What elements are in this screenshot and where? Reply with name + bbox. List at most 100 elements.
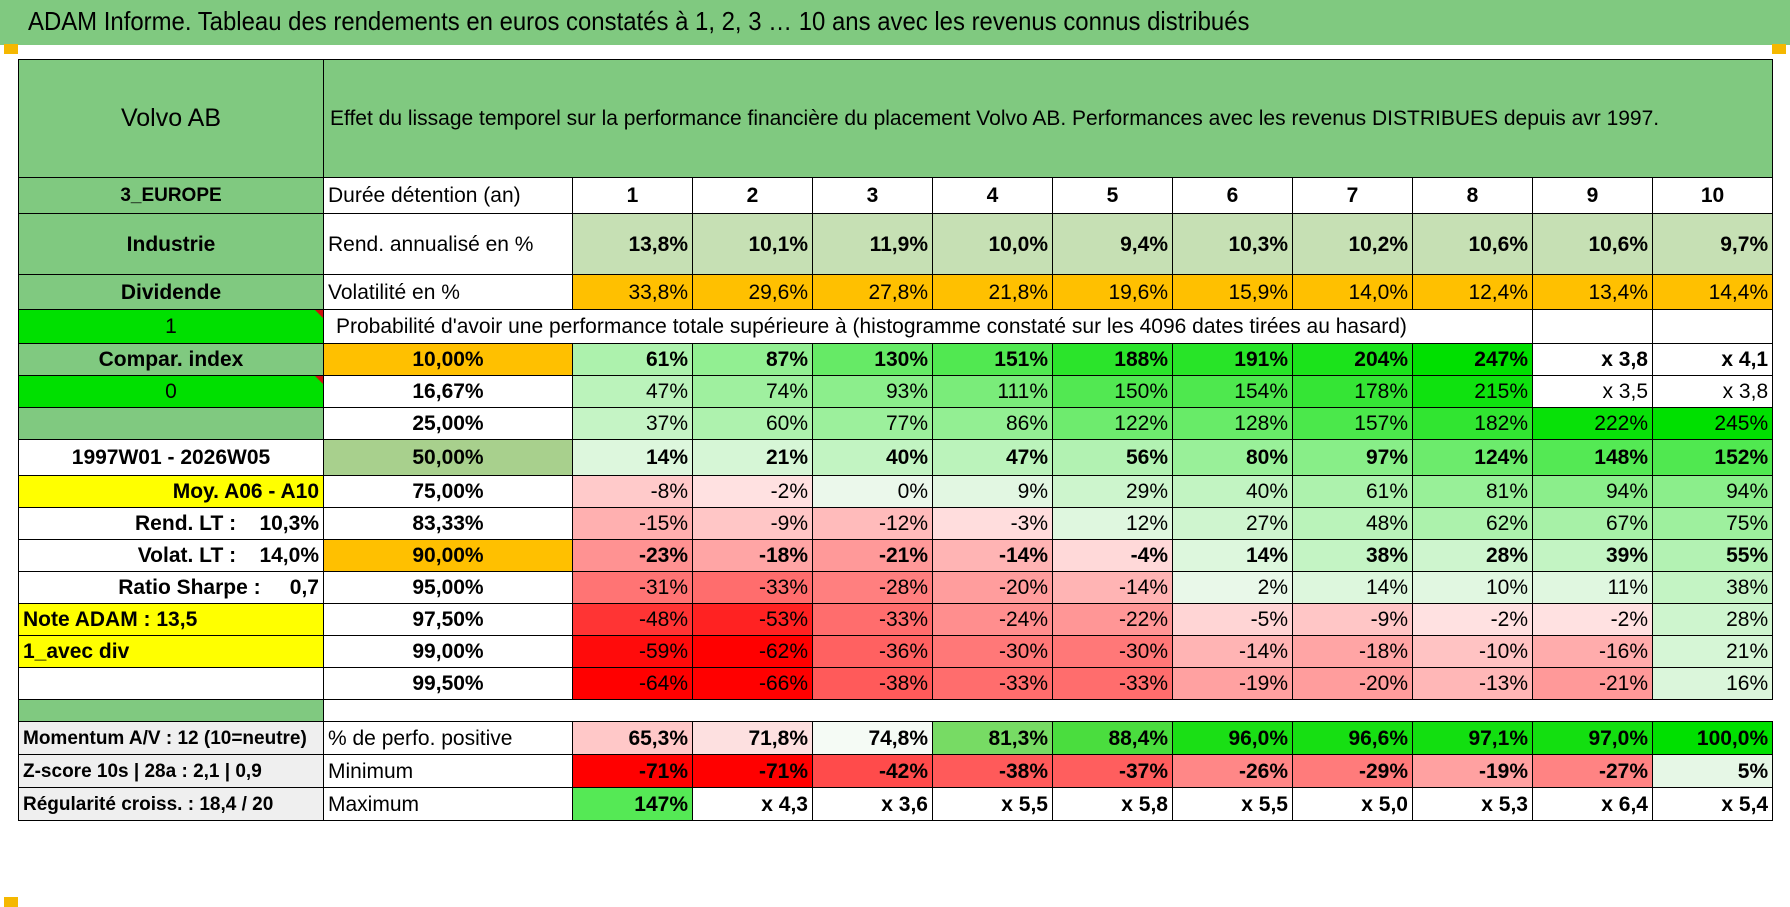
probability-threshold: 75,00% xyxy=(323,475,573,508)
volat-lt-label: Volat. LT : 14,0% xyxy=(18,539,324,572)
probability-threshold: 10,00% xyxy=(323,343,573,376)
rend-value: 9,7% xyxy=(1651,213,1774,275)
probability-row: 99,50% -64% -66% -38% -33% -33% -19% -20% -13% -2… xyxy=(18,667,1774,700)
stat-value: -37% xyxy=(1052,754,1173,788)
probability-value: 245% xyxy=(1651,407,1774,440)
rend-value: 10,6% xyxy=(1532,213,1653,275)
year-header: 2 xyxy=(692,177,813,214)
probability-value: 60% xyxy=(692,407,813,440)
rend-value: 10,3% xyxy=(1172,213,1293,275)
probability-value: 67% xyxy=(1532,507,1653,540)
probability-value: 14% xyxy=(1172,539,1293,572)
flag-one: 1 xyxy=(18,309,324,344)
year-header: 3 xyxy=(812,177,933,214)
probability-value: -31% xyxy=(572,571,693,604)
probability-value: 148% xyxy=(1532,439,1653,476)
stat-left-label: Régularité croiss. : 18,4 / 20 xyxy=(18,787,324,821)
probability-value: 28% xyxy=(1412,539,1533,572)
probability-value: -33% xyxy=(812,603,933,636)
sector-label: Industrie xyxy=(18,213,324,275)
stat-value: 88,4% xyxy=(1052,721,1173,755)
stat-value: x 5,3 xyxy=(1412,787,1533,821)
probability-value: 154% xyxy=(1172,375,1293,408)
probability-value: -33% xyxy=(692,571,813,604)
stat-value: 96,0% xyxy=(1172,721,1293,755)
probability-value: -53% xyxy=(692,603,813,636)
probability-value: -64% xyxy=(572,667,693,700)
probability-value: -14% xyxy=(1172,635,1293,668)
probability-value: 124% xyxy=(1412,439,1533,476)
probability-value: 152% xyxy=(1651,439,1774,476)
stat-value: -29% xyxy=(1292,754,1413,788)
probability-value: 14% xyxy=(572,439,693,476)
stat-value: x 4,3 xyxy=(692,787,813,821)
probability-value: 27% xyxy=(1172,507,1293,540)
probability-value: 178% xyxy=(1292,375,1413,408)
stat-row: Momentum A/V : 12 (10=neutre)% de perfo.… xyxy=(18,721,1774,755)
probability-value: 47% xyxy=(572,375,693,408)
probability-value: -20% xyxy=(932,571,1053,604)
probability-value: 150% xyxy=(1052,375,1173,408)
probability-value: -10% xyxy=(1412,635,1533,668)
stat-label: % de perfo. positive xyxy=(323,721,573,755)
probability-value: x 3,5 xyxy=(1532,375,1653,408)
probability-threshold: 16,67% xyxy=(323,375,573,408)
probability-value: 39% xyxy=(1532,539,1653,572)
rend-value: 10,1% xyxy=(692,213,813,275)
probability-value: x 4,1 xyxy=(1651,343,1774,376)
probability-value: 128% xyxy=(1172,407,1293,440)
empty-label xyxy=(18,407,324,440)
probability-value: 40% xyxy=(1172,475,1293,508)
probability-value: -21% xyxy=(812,539,933,572)
probability-value: 222% xyxy=(1532,407,1653,440)
stat-value: -38% xyxy=(932,754,1053,788)
flag-zero: 0 xyxy=(18,375,324,408)
probability-value: 93% xyxy=(812,375,933,408)
probability-value: 215% xyxy=(1412,375,1533,408)
probability-value: 188% xyxy=(1052,343,1173,376)
probability-value: -22% xyxy=(1052,603,1173,636)
stat-value: -71% xyxy=(692,754,813,788)
probability-value: x 3,8 xyxy=(1651,375,1774,408)
probability-row: Volat. LT : 14,0% 90,00% -23% -18% -21% -14% -… xyxy=(18,539,1774,572)
probability-value: -18% xyxy=(692,539,813,572)
vol-value: 14,0% xyxy=(1292,274,1413,310)
vol-value: 13,4% xyxy=(1532,274,1653,310)
probability-value: -2% xyxy=(1412,603,1533,636)
title-bar: ADAM Informe. Tableau des rendements en … xyxy=(0,0,1790,45)
stat-value: x 6,4 xyxy=(1532,787,1653,821)
year-header: 7 xyxy=(1292,177,1413,214)
probability-row: 25,00% 37% 60% 77% 86% 122% 128% 157% 182% 222% 24… xyxy=(18,407,1774,440)
probability-row: 1997W01 - 2026W05 50,00% 14% 21% 40% 47% 56% 80… xyxy=(18,439,1774,476)
probability-value: 37% xyxy=(572,407,693,440)
vol-value: 27,8% xyxy=(812,274,933,310)
stat-value: x 3,6 xyxy=(812,787,933,821)
empty-cell xyxy=(1651,309,1774,344)
probability-value: 157% xyxy=(1292,407,1413,440)
sharpe-label: Ratio Sharpe : 0,7 xyxy=(18,571,324,604)
stat-label: Minimum xyxy=(323,754,573,788)
probability-value: 12% xyxy=(1052,507,1173,540)
probability-value: 47% xyxy=(932,439,1053,476)
probability-row: Note ADAM : 13,5 97,50% -48% -53% -33% -24% -2… xyxy=(18,603,1774,636)
spacer-row xyxy=(18,699,1773,722)
stat-value: -26% xyxy=(1172,754,1293,788)
stat-value: 97,0% xyxy=(1532,721,1653,755)
probability-value: 16% xyxy=(1651,667,1774,700)
probability-value: 61% xyxy=(1292,475,1413,508)
rend-value: 11,9% xyxy=(812,213,933,275)
probability-title: Probabilité d'avoir une performance tota… xyxy=(323,309,1533,344)
stat-left-label: Momentum A/V : 12 (10=neutre) xyxy=(18,721,324,755)
duration-label: Durée détention (an) xyxy=(323,177,573,214)
rend-value: 13,8% xyxy=(572,213,693,275)
stat-value: x 5,4 xyxy=(1651,787,1774,821)
probability-value: 111% xyxy=(932,375,1053,408)
probability-value: -59% xyxy=(572,635,693,668)
vol-value: 33,8% xyxy=(572,274,693,310)
spacer-cell xyxy=(324,700,1773,722)
probability-row: Rend. LT : 10,3% 83,33% -15% -9% -12% -3% 12% 2… xyxy=(18,507,1774,540)
probability-value: 97% xyxy=(1292,439,1413,476)
returns-table: Volvo AB Effet du lissage temporel sur l… xyxy=(18,59,1774,821)
probability-value: 21% xyxy=(1651,635,1774,668)
probability-value: -28% xyxy=(812,571,933,604)
